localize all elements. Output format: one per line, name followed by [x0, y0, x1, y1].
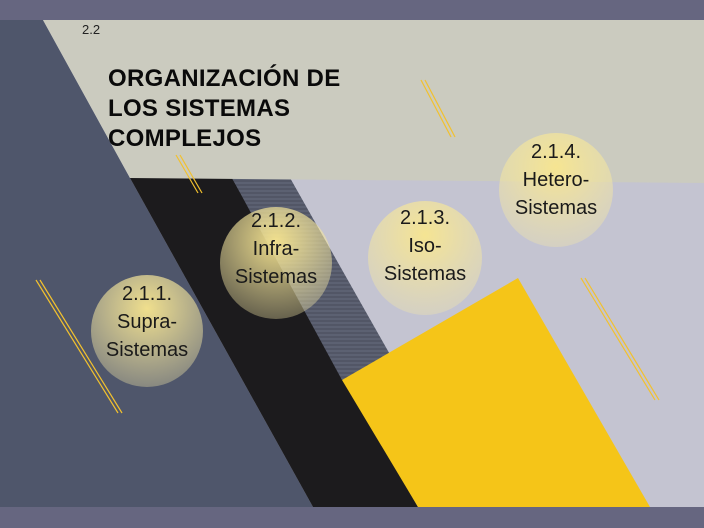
bubble-id: 2.1.2. [250, 210, 302, 232]
bottom-frame-bar [0, 507, 704, 528]
top-frame-bar [0, 0, 704, 20]
bubble-supra-sistemas[interactable]: 2.1.1. Supra- Sistemas [87, 280, 207, 364]
bubble-suffix: Sistemas [105, 339, 189, 361]
bubble-name: Hetero- [522, 169, 590, 191]
bubble-suffix: Sistemas [514, 197, 598, 219]
bubble-id: 2.1.4. [530, 141, 582, 163]
navy-panel [0, 20, 313, 507]
bubble-name: Supra- [116, 311, 178, 333]
bubble-name: Iso- [408, 235, 442, 257]
bubble-suffix: Sistemas [383, 263, 467, 285]
slide-number: 2.2 [82, 22, 101, 37]
accent-lines [35, 79, 660, 414]
bubble-bg-2 [220, 207, 332, 319]
bubble-name: Infra- [252, 238, 300, 260]
bubble-bg-1 [91, 275, 203, 387]
bubble-bg-3 [368, 201, 482, 315]
yellow-paper [342, 278, 650, 507]
bubble-bg-4 [499, 133, 613, 247]
bubble-infra-sistemas[interactable]: 2.1.2. Infra- Sistemas [216, 207, 336, 291]
bubble-suffix: Sistemas [234, 266, 318, 288]
slide-title: ORGANIZACIÓN DE LOS SISTEMAS COMPLEJOS [108, 64, 341, 154]
bubble-hetero-sistemas[interactable]: 2.1.4. Hetero- Sistemas [496, 138, 616, 222]
title-line-3: COMPLEJOS [108, 125, 262, 152]
bubble-id: 2.1.3. [399, 207, 451, 229]
bubble-id: 2.1.1. [121, 283, 173, 305]
bubble-iso-sistemas[interactable]: 2.1.3. Iso- Sistemas [365, 204, 485, 288]
black-strip [130, 178, 418, 507]
title-line-2: LOS SISTEMAS [108, 95, 291, 122]
title-line-1: ORGANIZACIÓN DE [108, 65, 341, 92]
